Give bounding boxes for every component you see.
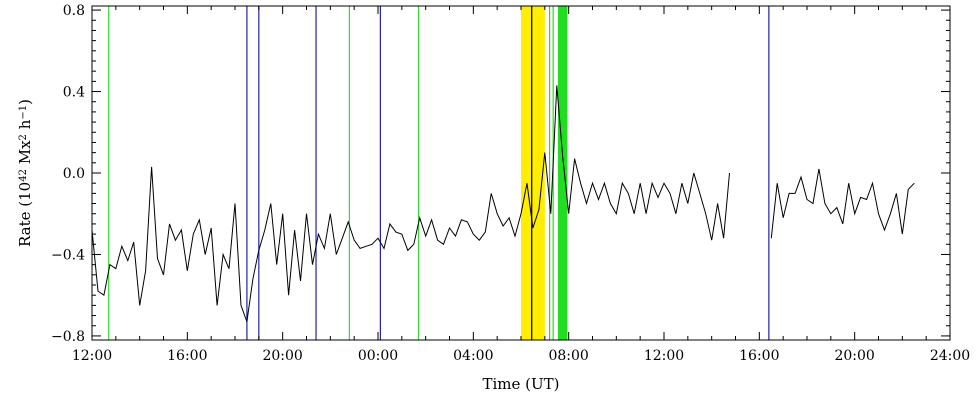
x-tick-label: 20:00: [834, 348, 874, 364]
y-axis-title-part: Mx: [16, 140, 34, 169]
event-lines: [108, 6, 770, 340]
x-tick-label: 24:00: [930, 348, 970, 364]
y-axis-title-part: Rate (10: [16, 182, 34, 247]
y-axis-ticks: −0.8 −0.4 0.0 0.4 0.8: [51, 3, 950, 345]
x-tick-label: 16:00: [167, 348, 207, 364]
y-axis-title: Rate (1042 Mx2 h−1): [16, 99, 34, 247]
series-line: [770, 168, 915, 239]
y-tick-label: −0.4: [51, 247, 85, 263]
rate-series: [91, 85, 915, 322]
y-tick-label: 0.8: [63, 3, 85, 19]
highlight-band: [521, 6, 545, 340]
x-tick-label: 12:00: [72, 348, 112, 364]
highlight-bands: [521, 6, 568, 340]
x-axis-title: Time (UT): [482, 375, 559, 393]
x-tick-label: 12:00: [644, 348, 684, 364]
x-tick-label: 00:00: [358, 348, 398, 364]
x-tick-label: 04:00: [453, 348, 493, 364]
x-tick-label: 16:00: [739, 348, 779, 364]
y-tick-label: 0.0: [63, 166, 85, 182]
highlight-band: [557, 6, 568, 340]
series-line: [91, 85, 730, 322]
x-axis-ticks: 12:00 16:00 20:00 00:00 04:00 08:00 12:00 16:00…: [72, 6, 970, 364]
y-axis-title-superscript: −1: [18, 105, 29, 120]
y-tick-label: −0.8: [51, 329, 85, 345]
y-tick-label: 0.4: [63, 85, 85, 101]
y-axis-title-part: ): [16, 99, 34, 105]
x-tick-label: 20:00: [262, 348, 302, 364]
y-axis-title-superscript: 42: [18, 169, 29, 182]
x-tick-label: 08:00: [548, 348, 588, 364]
y-axis-title-part: h: [16, 119, 34, 134]
y-axis-title-superscript: 2: [18, 134, 29, 140]
